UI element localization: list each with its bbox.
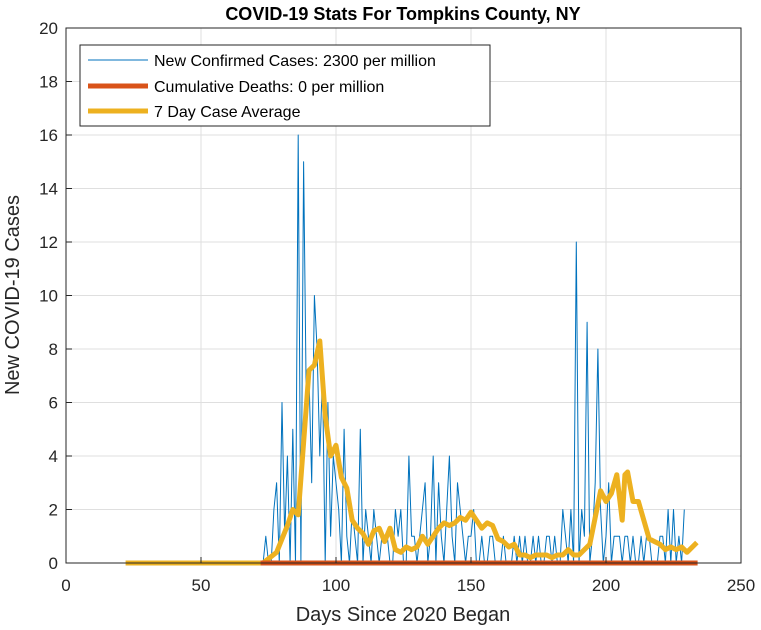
axis-ticks: 0 50 100 150 200 250 0 2 4 6 8 10 12 14 16 18 20 — [39, 19, 755, 595]
y-tick-label: 14 — [39, 180, 58, 199]
x-tick-label: 50 — [192, 576, 211, 595]
chart-title: COVID-19 Stats For Tompkins County, NY — [225, 4, 580, 24]
x-axis-label: Days Since 2020 Began — [296, 604, 511, 626]
legend-label-new-cases: New Confirmed Cases: 2300 per million — [154, 53, 436, 70]
y-tick-label: 12 — [39, 233, 58, 252]
y-tick-label: 6 — [49, 394, 58, 413]
y-tick-label: 4 — [49, 447, 58, 466]
legend-label-7day-avg: 7 Day Case Average — [154, 104, 301, 121]
y-tick-label: 16 — [39, 126, 58, 145]
y-tick-label: 10 — [39, 287, 58, 306]
legend: New Confirmed Cases: 2300 per million Cu… — [79, 44, 491, 127]
legend-label-deaths: Cumulative Deaths: 0 per million — [154, 79, 384, 96]
x-tick-label: 0 — [61, 576, 70, 595]
x-tick-label: 250 — [727, 576, 755, 595]
x-tick-label: 150 — [457, 576, 485, 595]
legend-box — [79, 44, 491, 127]
y-tick-label: 8 — [49, 340, 58, 359]
x-tick-label: 100 — [322, 576, 350, 595]
y-tick-label: 2 — [49, 501, 58, 520]
y-tick-label: 20 — [39, 19, 58, 38]
x-tick-label: 200 — [592, 576, 620, 595]
y-tick-label: 0 — [49, 554, 58, 573]
y-tick-label: 18 — [39, 73, 58, 92]
series-7day-average-line — [125, 338, 699, 566]
y-axis-label: New COVID-19 Cases — [2, 195, 24, 395]
